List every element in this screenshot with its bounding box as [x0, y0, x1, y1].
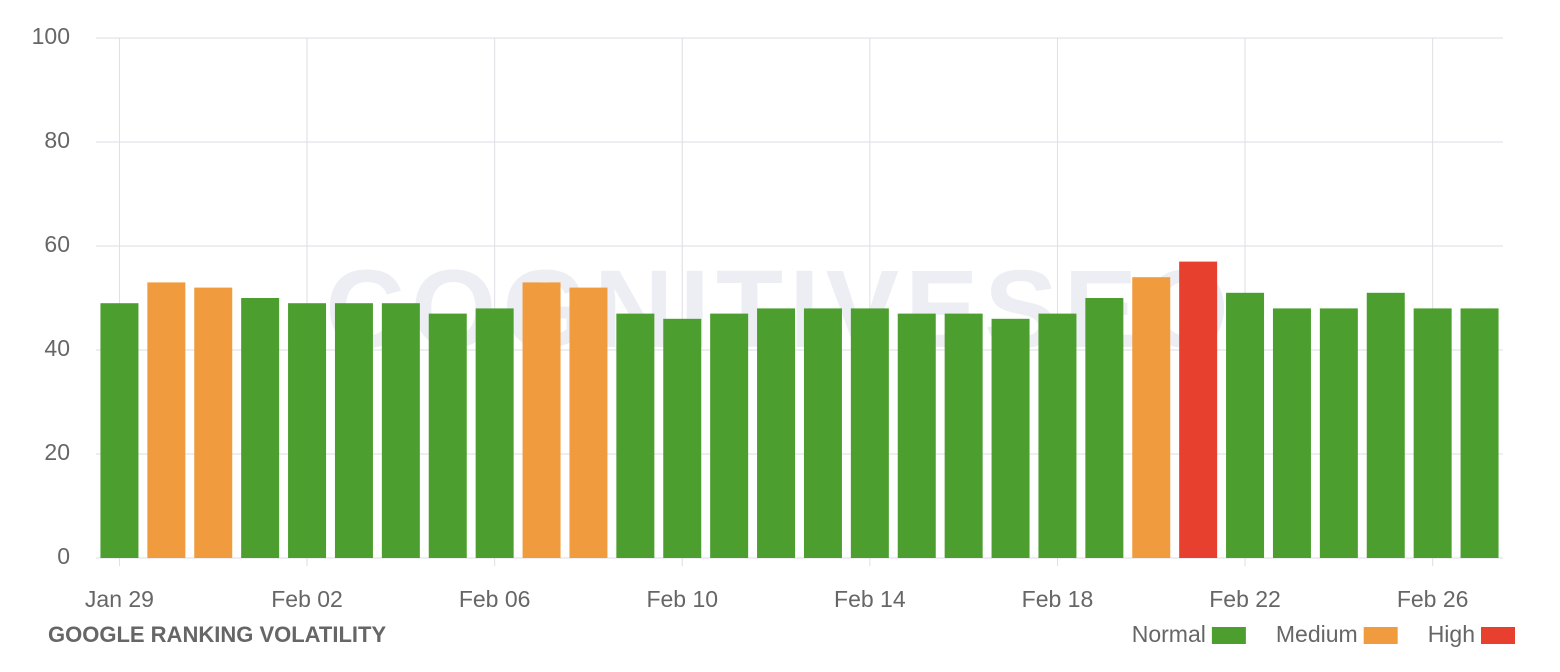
- bar: [288, 303, 327, 558]
- legend-swatch: [1211, 627, 1246, 644]
- bar: [1132, 277, 1171, 558]
- y-tick-label: 80: [44, 127, 70, 153]
- legend-swatch: [1363, 627, 1398, 644]
- bar: [803, 308, 842, 558]
- legend-label: High: [1428, 621, 1475, 647]
- bar: [1085, 298, 1124, 558]
- x-tick-label: Feb 02: [271, 586, 343, 612]
- y-tick-label: 100: [32, 23, 70, 49]
- bar: [897, 313, 936, 558]
- bar: [194, 287, 233, 558]
- bar: [1038, 313, 1077, 558]
- x-tick-label: Feb 26: [1397, 586, 1469, 612]
- bar: [1366, 292, 1405, 558]
- bar: [1319, 308, 1358, 558]
- bar: [428, 313, 467, 558]
- x-tick-label: Feb 14: [834, 586, 906, 612]
- y-tick-label: 20: [44, 439, 70, 465]
- bar: [757, 308, 796, 558]
- bar: [1460, 308, 1499, 558]
- bar: [147, 282, 186, 558]
- bar: [1413, 308, 1452, 558]
- bar: [1226, 292, 1265, 558]
- bar: [991, 318, 1030, 558]
- bar: [1179, 261, 1218, 558]
- bar: [522, 282, 561, 558]
- x-tick-label: Feb 18: [1022, 586, 1094, 612]
- legend: High Medium Normal: [1132, 621, 1515, 647]
- y-tick-label: 60: [44, 231, 70, 257]
- chart-title: GOOGLE RANKING VOLATILITY: [48, 622, 386, 647]
- bar: [334, 303, 373, 558]
- bar: [475, 308, 514, 558]
- legend-label: Medium: [1276, 621, 1358, 647]
- bar: [1272, 308, 1311, 558]
- y-tick-label: 0: [57, 543, 70, 569]
- x-tick-label: Feb 06: [459, 586, 531, 612]
- bar: [710, 313, 749, 558]
- bar: [569, 287, 608, 558]
- legend-label: Normal: [1132, 621, 1206, 647]
- bar: [100, 303, 139, 558]
- bar: [241, 298, 280, 558]
- x-tick-label: Jan 29: [85, 586, 154, 612]
- bar: [616, 313, 655, 558]
- y-tick-label: 40: [44, 335, 70, 361]
- x-tick-label: Feb 22: [1209, 586, 1281, 612]
- bar: [663, 318, 702, 558]
- legend-swatch: [1481, 627, 1515, 644]
- bar: [944, 313, 983, 558]
- bar: [381, 303, 420, 558]
- bar: [850, 308, 889, 558]
- x-tick-label: Feb 10: [646, 586, 718, 612]
